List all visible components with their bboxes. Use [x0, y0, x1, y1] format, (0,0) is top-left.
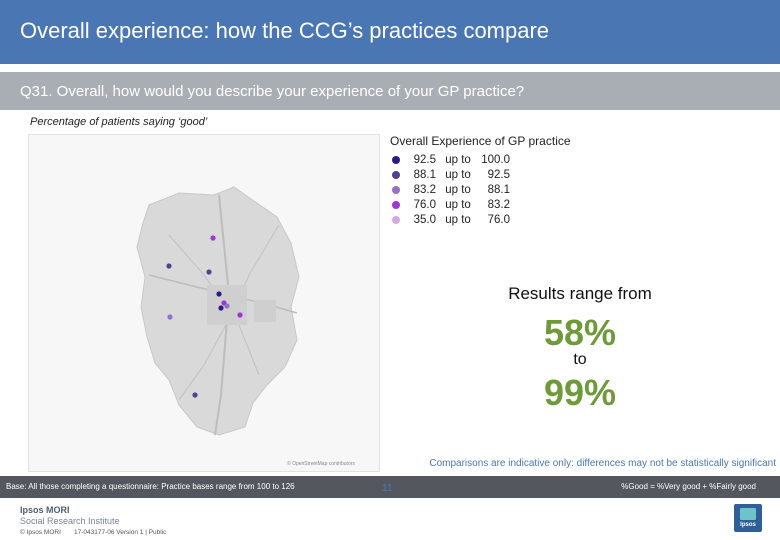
legend-item: 92.5 up to 100.0: [390, 152, 590, 167]
legend-dot-icon: [392, 170, 400, 179]
legend-upto-label: up to: [445, 153, 471, 166]
legend-upto-label: up to: [445, 168, 471, 181]
legend-low-value: 76.0: [413, 198, 436, 211]
practice-marker: [167, 314, 173, 320]
legend-item: 76.0 up to 83.2: [390, 197, 590, 212]
legend-item: 88.1 up to 92.5: [390, 167, 590, 182]
base-bar: Base: All those completing a questionnai…: [0, 476, 780, 498]
practice-marker: [216, 291, 222, 297]
ipsos-mori-logo: Ipsos MORI: [20, 505, 70, 515]
legend-dot-icon: [392, 185, 400, 194]
social-research-institute-logo: Social Research Institute: [20, 516, 120, 526]
legend-high-value: 92.5: [487, 168, 510, 181]
map-attribution: © OpenStreetMap contributors: [287, 460, 355, 467]
map-legend: Overall Experience of GP practice 92.5 up…: [390, 134, 590, 227]
practice-marker: [192, 392, 198, 398]
legend-high-value: 76.0: [487, 213, 510, 226]
practice-marker: [237, 312, 243, 318]
practice-markers: [166, 235, 243, 398]
practice-marker: [166, 263, 172, 269]
legend-upto-label: up to: [445, 198, 471, 211]
legend-low-value: 35.0: [413, 213, 436, 226]
legend-item: 83.2 up to 88.1: [390, 182, 590, 197]
chart-subtitle: Percentage of patients saying ‘good’: [30, 116, 208, 128]
page-title: Overall experience: how the CCG’s practi…: [20, 18, 550, 43]
base-text: Base: All those completing a questionnai…: [6, 482, 295, 491]
results-min: 58%: [543, 312, 617, 353]
question-bar: Q31. Overall, how would you describe you…: [0, 72, 780, 110]
job-number: 17-043177-06 Version 1 | Public: [74, 529, 167, 536]
practice-marker: [206, 269, 212, 275]
map-canvas: © OpenStreetMap contributors: [136, 186, 355, 467]
results-max: 99%: [543, 372, 617, 413]
question-text: Q31. Overall, how would you describe you…: [20, 83, 525, 100]
practice-marker: [218, 305, 224, 311]
practice-marker: [224, 303, 230, 309]
title-bar: Overall experience: how the CCG’s practi…: [0, 0, 780, 64]
legend-high-value: 83.2: [487, 198, 510, 211]
legend-dot-icon: [392, 215, 400, 224]
results-intro: Results range from: [508, 284, 652, 303]
legend-item: 35.0 up to 76.0: [390, 212, 590, 227]
legend-dot-icon: [392, 155, 400, 164]
practice-map: © OpenStreetMap contributors: [28, 134, 380, 472]
legend-upto-label: up to: [445, 183, 471, 196]
copyright: © Ipsos MORI: [20, 529, 61, 536]
legend-dot-icon: [392, 200, 400, 209]
legend-items: 92.5 up to 100.0 88.1 up to 92.5 83.2 up to 88.1…: [390, 152, 590, 227]
legend-high-value: 100.0: [481, 153, 510, 166]
comparison-note: Comparisons are indicative only: differe…: [429, 458, 776, 469]
legend-upto-label: up to: [445, 213, 471, 226]
map-urban-area: [254, 300, 276, 322]
ipsos-badge-logo: Ipsos: [734, 504, 762, 532]
page-number: 11: [382, 483, 393, 494]
legend-title: Overall Experience of GP practice: [390, 134, 571, 148]
legend-high-value: 88.1: [487, 183, 510, 196]
legend-low-value: 92.5: [413, 153, 436, 166]
practice-marker: [210, 235, 216, 241]
ipsos-badge-text: Ipsos: [740, 522, 756, 528]
results-connector: to: [573, 351, 587, 368]
good-definition: %Good = %Very good + %Fairly good: [621, 482, 756, 491]
ipsos-badge-icon: [740, 508, 756, 520]
legend-low-value: 83.2: [413, 183, 436, 196]
legend-low-value: 88.1: [413, 168, 436, 181]
